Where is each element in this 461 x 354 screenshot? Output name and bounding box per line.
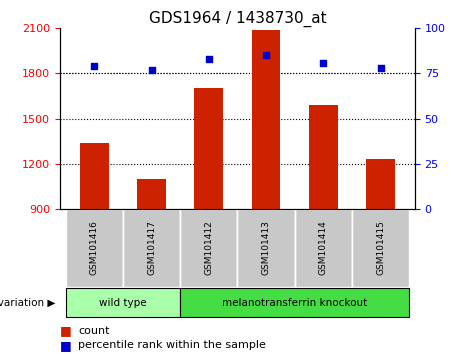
Bar bbox=[180, 209, 237, 287]
Point bbox=[205, 56, 213, 62]
Text: GSM101417: GSM101417 bbox=[147, 220, 156, 275]
Bar bbox=[195, 88, 223, 209]
Text: GSM101414: GSM101414 bbox=[319, 221, 328, 275]
Point bbox=[148, 67, 155, 73]
Bar bbox=[80, 143, 109, 209]
Point bbox=[377, 65, 384, 71]
Point bbox=[319, 60, 327, 65]
Bar bbox=[252, 30, 280, 209]
Bar bbox=[309, 105, 337, 209]
Bar bbox=[65, 288, 180, 317]
Bar bbox=[123, 209, 180, 287]
Text: GSM101416: GSM101416 bbox=[90, 220, 99, 275]
Bar bbox=[237, 209, 295, 287]
Bar bbox=[137, 179, 166, 209]
Text: percentile rank within the sample: percentile rank within the sample bbox=[78, 340, 266, 350]
Text: genotype/variation ▶: genotype/variation ▶ bbox=[0, 298, 55, 308]
Text: ■: ■ bbox=[60, 339, 71, 352]
Text: GSM101415: GSM101415 bbox=[376, 220, 385, 275]
Bar bbox=[295, 209, 352, 287]
Bar bbox=[352, 209, 409, 287]
Text: count: count bbox=[78, 326, 110, 336]
Text: wild type: wild type bbox=[99, 298, 147, 308]
Bar bbox=[366, 159, 395, 209]
Point bbox=[262, 52, 270, 58]
Text: GSM101413: GSM101413 bbox=[261, 220, 271, 275]
Title: GDS1964 / 1438730_at: GDS1964 / 1438730_at bbox=[148, 11, 326, 27]
Text: GSM101412: GSM101412 bbox=[204, 221, 213, 275]
Text: melanotransferrin knockout: melanotransferrin knockout bbox=[222, 298, 367, 308]
Bar bbox=[65, 209, 123, 287]
Bar bbox=[180, 288, 409, 317]
Text: ■: ■ bbox=[60, 325, 71, 337]
Point bbox=[91, 63, 98, 69]
